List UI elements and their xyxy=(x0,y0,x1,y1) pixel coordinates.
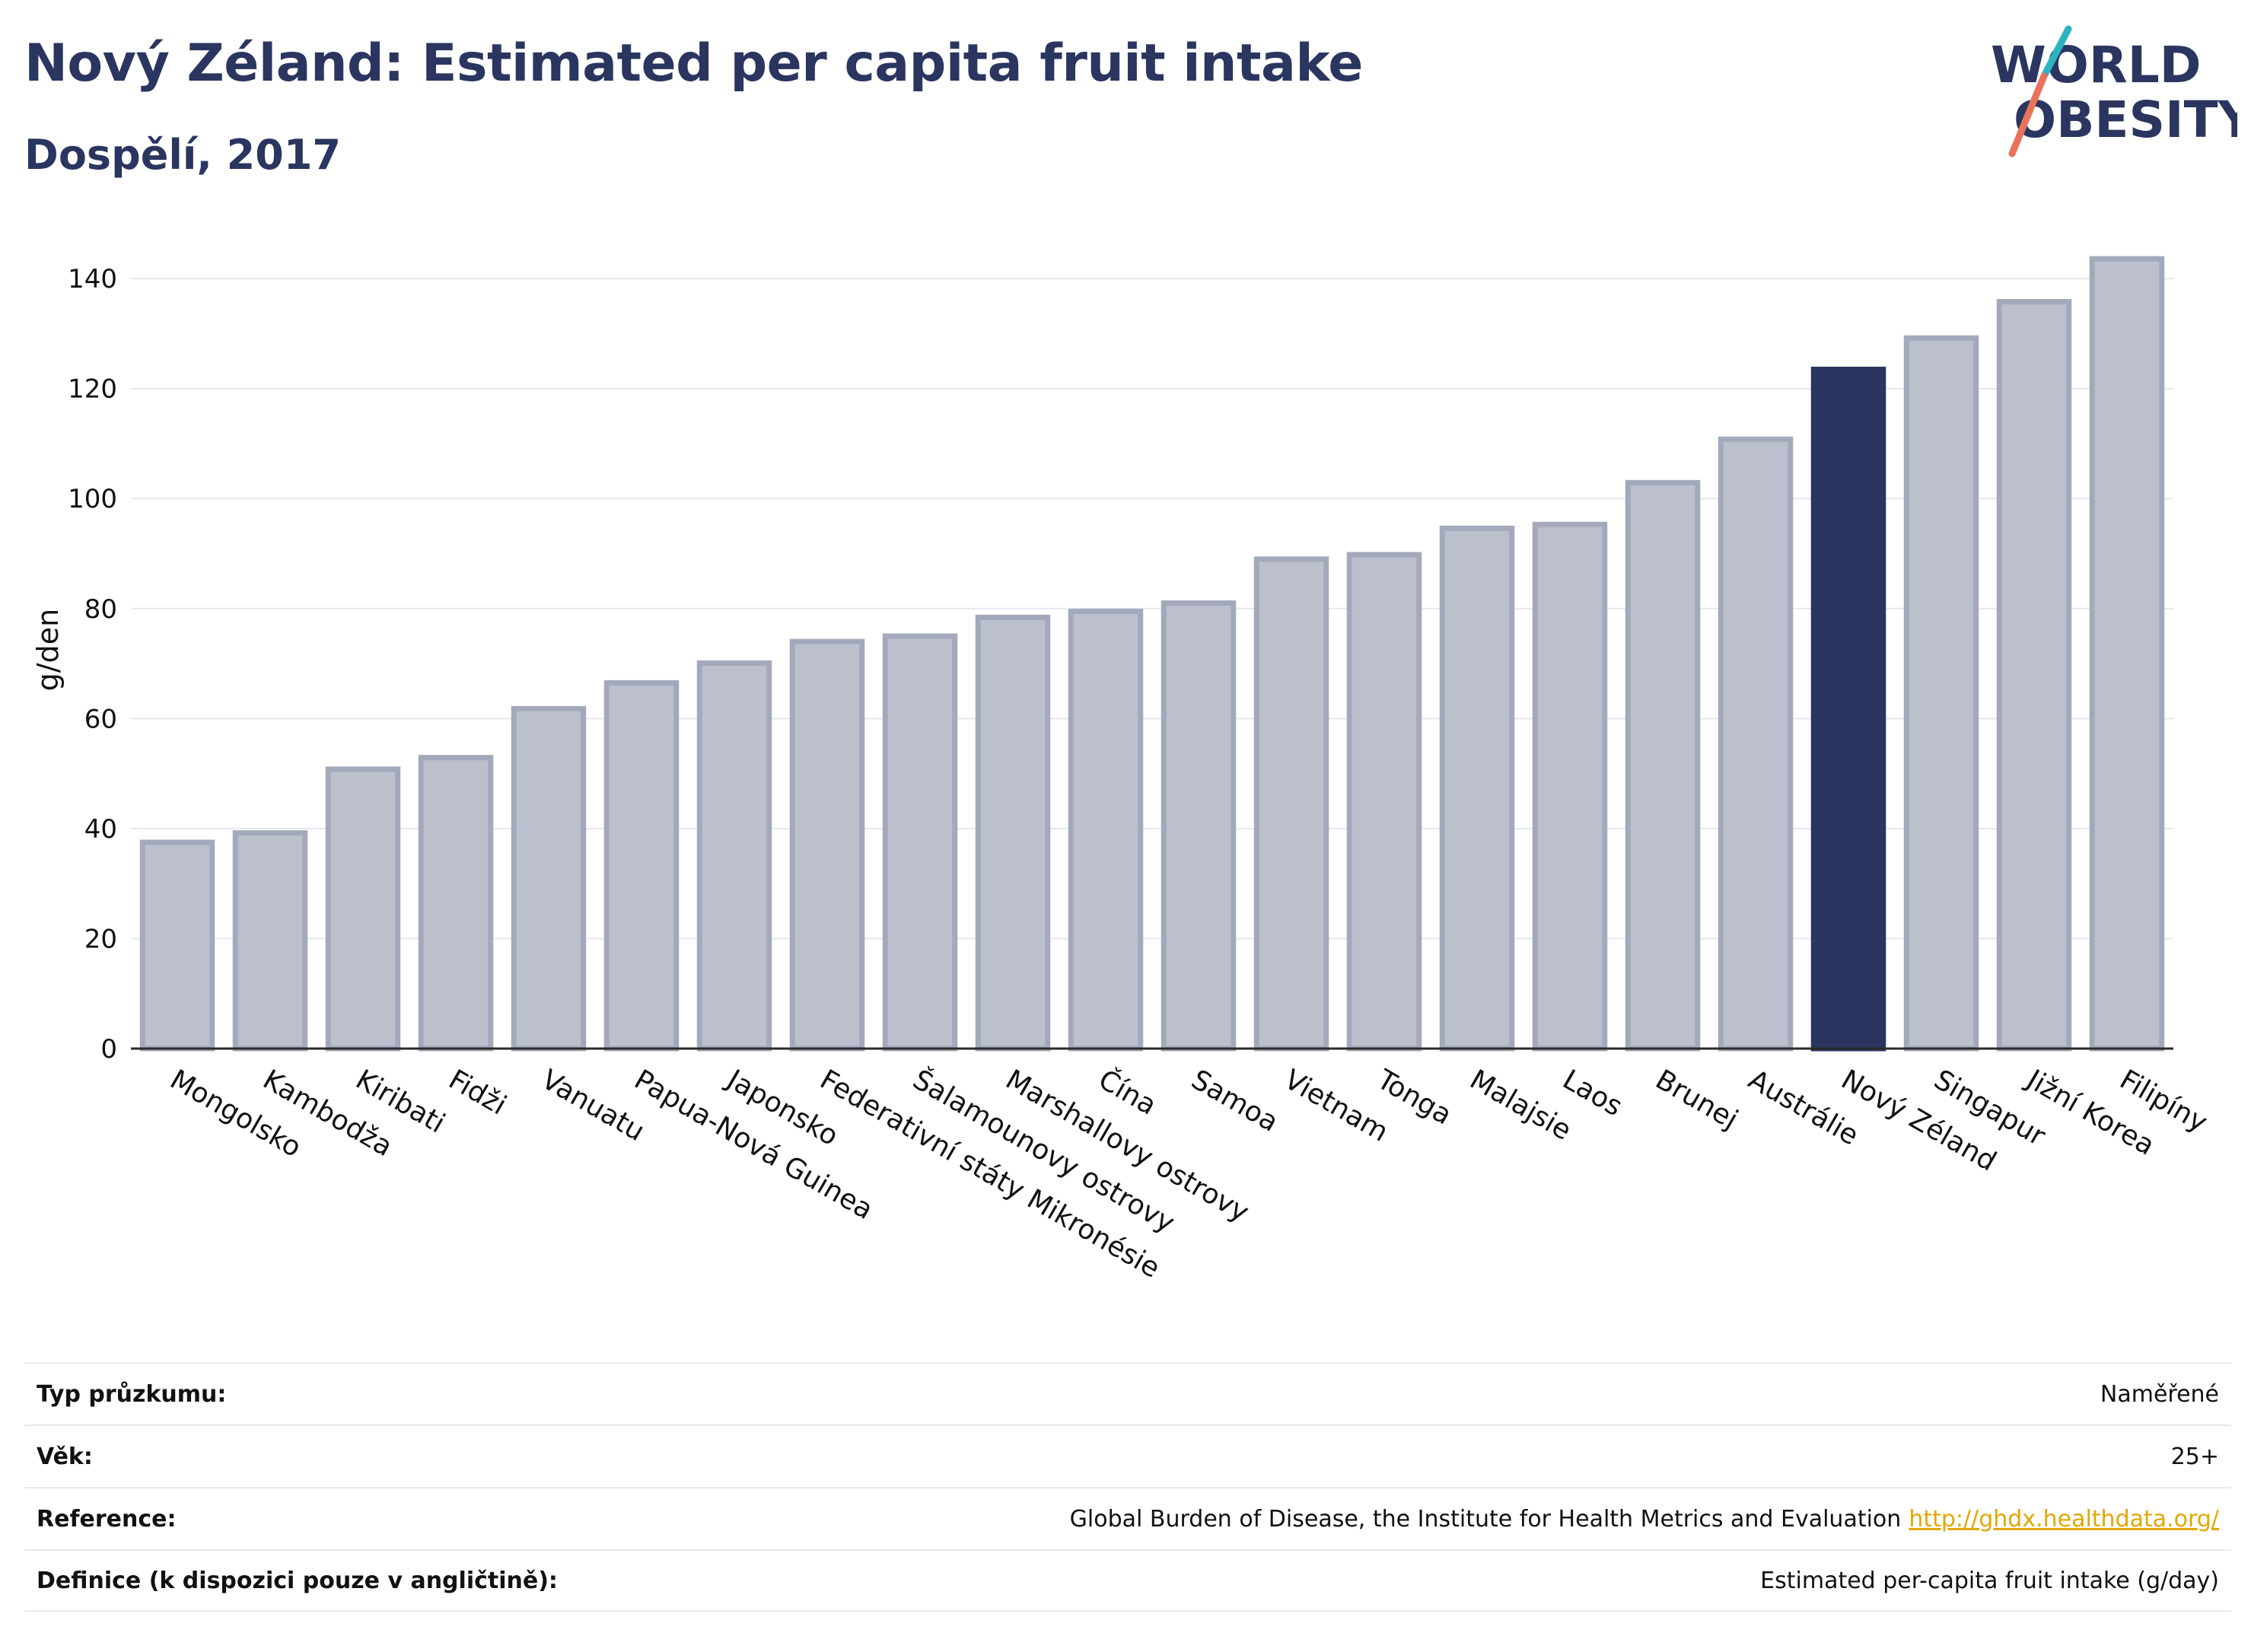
y-tick-label: 80 xyxy=(84,594,117,625)
y-tick-label: 0 xyxy=(100,1034,117,1065)
bar-Filipíny xyxy=(2089,256,2165,1052)
chart-title: Nový Zéland: Estimated per capita fruit … xyxy=(24,33,1363,94)
bar-Papua-Nová Guinea xyxy=(603,680,680,1052)
y-axis-ticks: 0 20 40 60 80 100 120 140 xyxy=(68,264,117,1065)
meta-label: Reference: xyxy=(37,1505,177,1533)
y-tick-label: 60 xyxy=(84,704,117,734)
meta-value-reference: Global Burden of Disease, the Institute … xyxy=(1070,1506,2219,1533)
bar-Austrálie xyxy=(1718,436,1794,1052)
x-tick-label: Laos xyxy=(1558,1064,1628,1122)
y-tick-label: 140 xyxy=(68,264,117,294)
world-obesity-logo: WORLD OBESITY xyxy=(1991,25,2237,158)
x-tick-label: Malajsie xyxy=(1465,1064,1577,1147)
bar-Tonga xyxy=(1346,552,1422,1052)
bar-Samoa xyxy=(1161,600,1237,1052)
bar-Vanuatu xyxy=(511,705,587,1052)
x-tick-label: Fidži xyxy=(444,1064,512,1121)
metadata-table: Typ průzkumu: Naměřené Věk: 25+ Referenc… xyxy=(24,1362,2231,1612)
chart-subtitle: Dospělí, 2017 xyxy=(24,131,341,179)
y-tick-label: 100 xyxy=(68,484,117,514)
bar-Nový Zéland xyxy=(1810,366,1886,1052)
x-tick-label: Vanuatu xyxy=(536,1064,650,1147)
meta-row-reference: Reference: Global Burden of Disease, the… xyxy=(24,1487,2231,1549)
svg-text:WORLD: WORLD xyxy=(1991,36,2202,94)
bar-Malajsie xyxy=(1439,525,1515,1052)
reference-link[interactable]: http://ghdx.healthdata.org/ xyxy=(1909,1505,2219,1533)
meta-value: Naměřené xyxy=(2100,1380,2219,1408)
svg-text:OBESITY: OBESITY xyxy=(2014,91,2237,149)
x-tick-label: Brunej xyxy=(1651,1064,1743,1135)
bar-Fidži xyxy=(418,755,494,1052)
bar-Japonsko xyxy=(696,660,772,1052)
bars xyxy=(139,256,2165,1052)
bar-Laos xyxy=(1532,521,1608,1052)
bar-Federativní státy Mikronésie xyxy=(789,638,865,1052)
x-tick-label: Samoa xyxy=(1186,1064,1284,1138)
bar-Šalamounovy ostrovy xyxy=(882,633,958,1052)
meta-label: Typ průzkumu: xyxy=(37,1380,227,1408)
bar-Jižní Korea xyxy=(1996,298,2072,1052)
x-tick-label: Vietnam xyxy=(1279,1064,1393,1148)
x-tick-label: Nový Zéland xyxy=(1836,1064,2002,1177)
bar-Vietnam xyxy=(1253,556,1329,1052)
bar-Mongolsko xyxy=(139,839,215,1052)
meta-value: 25+ xyxy=(2170,1443,2219,1470)
bar-Marshallovy ostrovy xyxy=(975,614,1051,1052)
y-axis-label: g/den xyxy=(31,609,65,692)
meta-label: Definice (k dispozici pouze v angličtině… xyxy=(37,1567,558,1594)
bar-Čína xyxy=(1068,608,1144,1052)
meta-row-definition: Definice (k dispozici pouze v angličtině… xyxy=(24,1549,2231,1612)
meta-row-survey-type: Typ průzkumu: Naměřené xyxy=(24,1362,2231,1424)
bar-Kiribati xyxy=(325,766,401,1052)
y-tick-label: 40 xyxy=(84,814,117,845)
meta-row-age: Věk: 25+ xyxy=(24,1424,2231,1487)
meta-value: Estimated per-capita fruit intake (g/day… xyxy=(1760,1567,2219,1594)
reference-text: Global Burden of Disease, the Institute … xyxy=(1069,1505,1902,1533)
y-tick-label: 120 xyxy=(68,374,117,405)
bar-Kambodža xyxy=(232,830,308,1052)
x-tick-label: Čína xyxy=(1094,1063,1162,1121)
bar-Singapur xyxy=(1903,335,1979,1052)
meta-label: Věk: xyxy=(37,1443,93,1470)
y-tick-label: 20 xyxy=(84,924,117,954)
bar-Brunej xyxy=(1625,479,1701,1052)
